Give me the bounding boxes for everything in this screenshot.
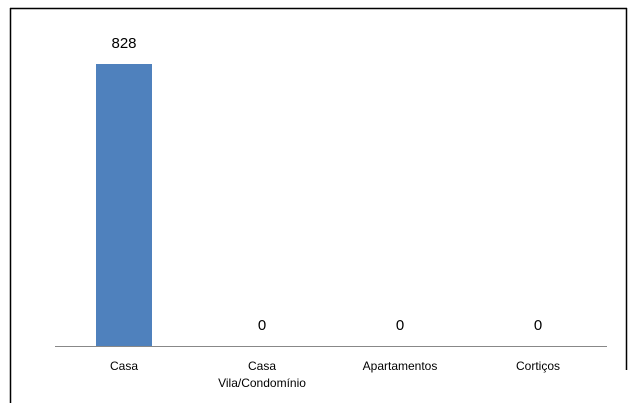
x-tick-label: Apartamentos bbox=[362, 359, 438, 373]
data-label: 828 bbox=[111, 35, 136, 52]
x-tick-label: Casa bbox=[109, 359, 138, 373]
data-label: 0 bbox=[534, 317, 542, 334]
data-label: 0 bbox=[258, 317, 266, 334]
bar bbox=[96, 64, 152, 346]
x-tick-label: Casa Vila/Condomínio bbox=[218, 359, 306, 390]
x-tick-label: Cortiços bbox=[515, 359, 560, 373]
data-label: 0 bbox=[396, 317, 404, 334]
